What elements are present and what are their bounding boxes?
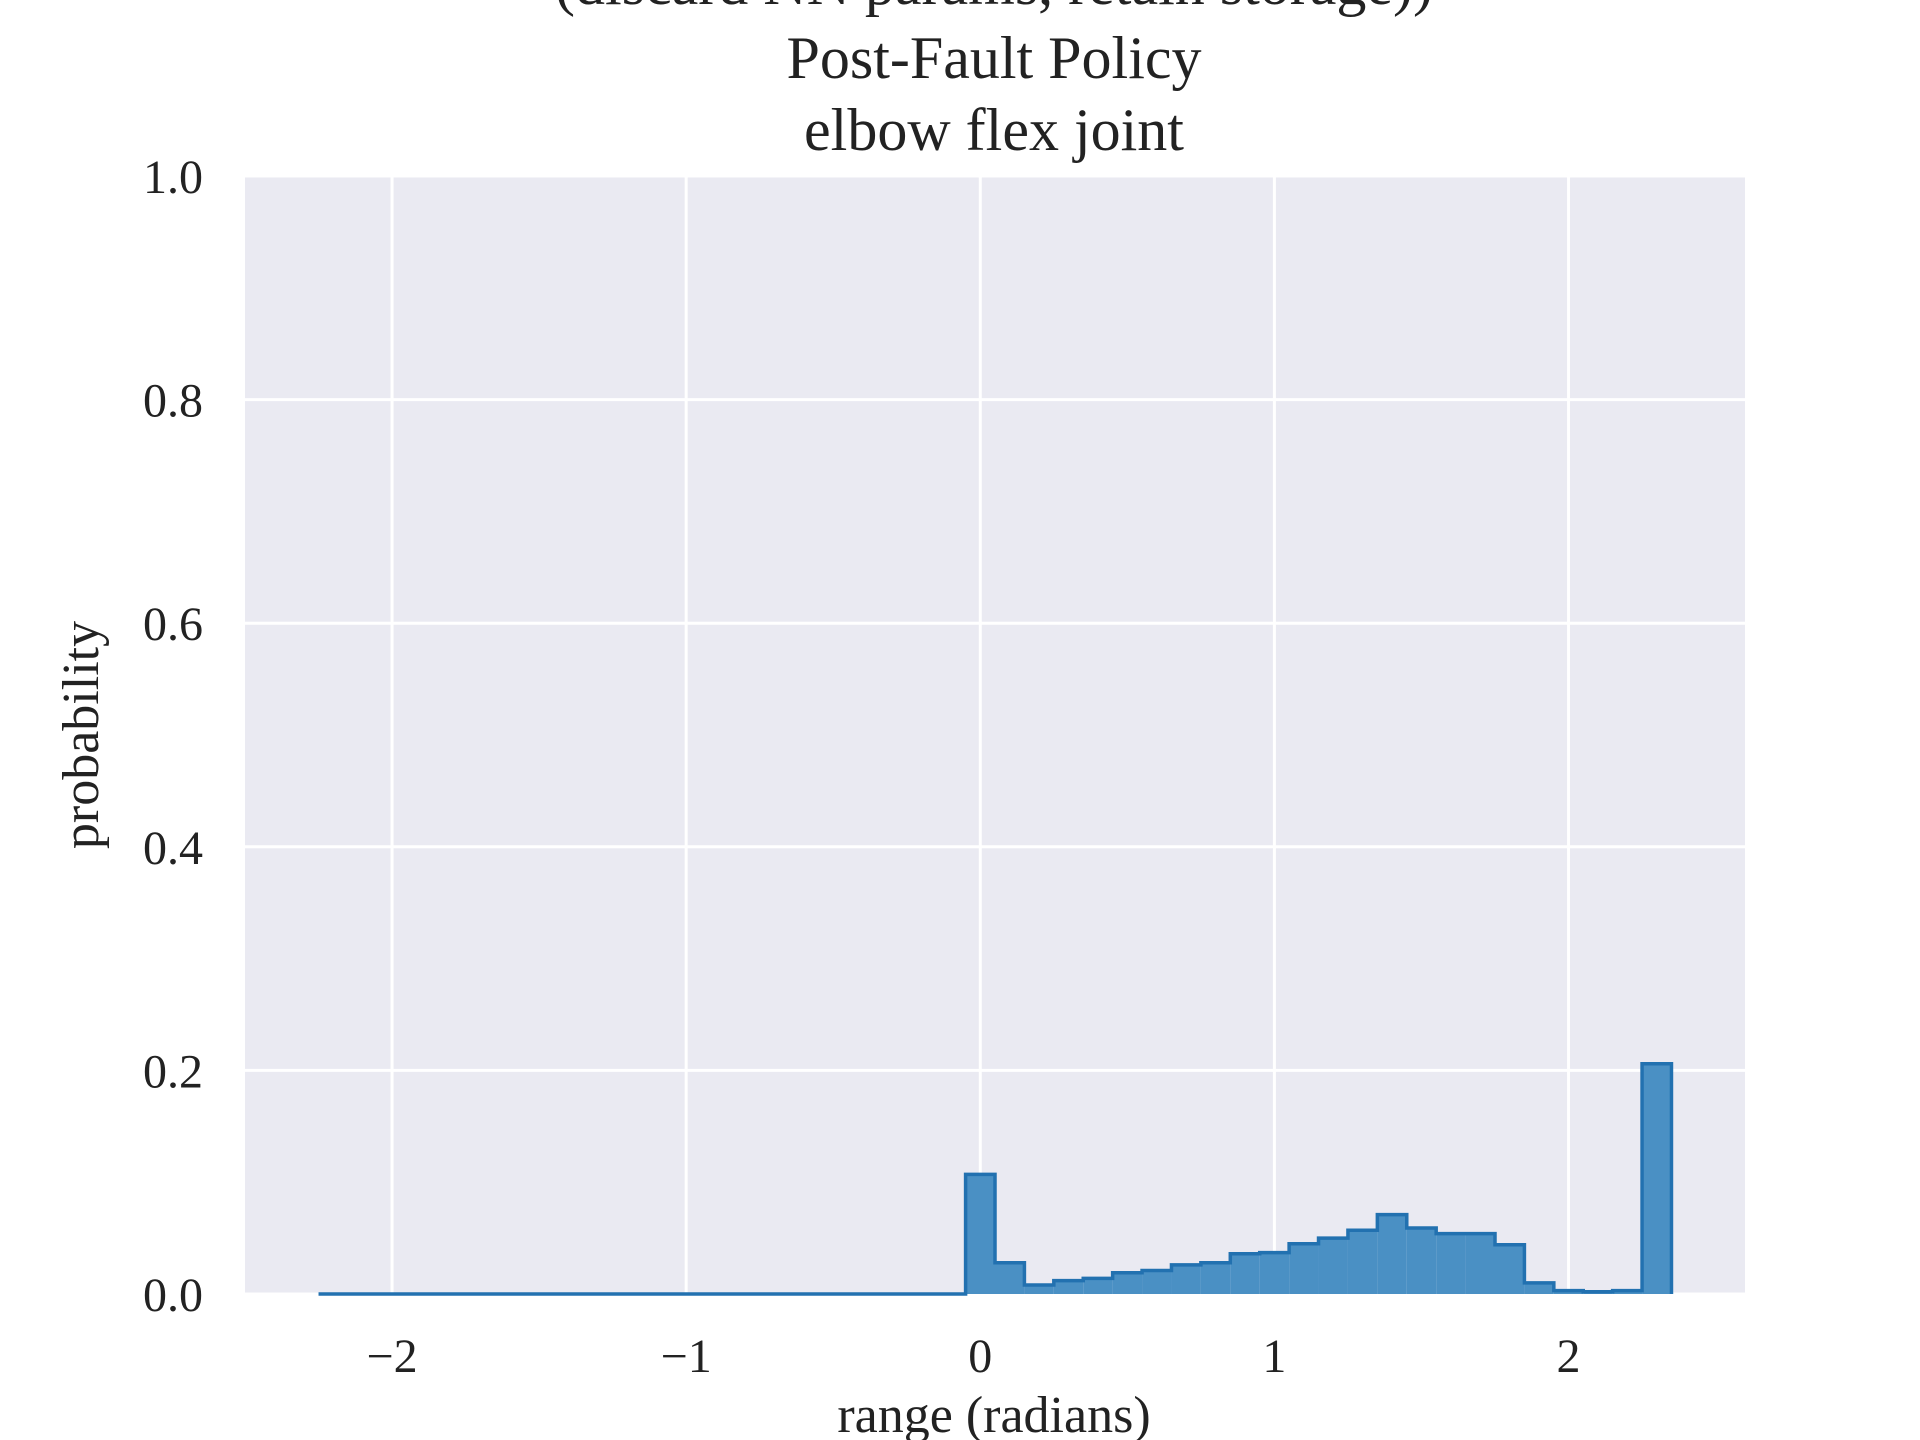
histogram-bar bbox=[1200, 1262, 1231, 1294]
y-tick-label: 0.4 bbox=[143, 822, 203, 875]
histogram-bar bbox=[1289, 1243, 1319, 1294]
x-tick-label: −1 bbox=[661, 1330, 712, 1383]
y-tick-label: 0.8 bbox=[143, 375, 203, 428]
histogram-bar bbox=[965, 1174, 995, 1294]
histogram-bar bbox=[1171, 1264, 1201, 1294]
chart-title-line-1: (discard NN params, retain storage)) bbox=[555, 0, 1433, 17]
histogram-bars bbox=[318, 1061, 1674, 1296]
histogram-outline bbox=[318, 1061, 1674, 1296]
y-tick-label: 0.6 bbox=[143, 598, 203, 651]
histogram-bar bbox=[1024, 1285, 1054, 1294]
histogram-bar bbox=[1230, 1253, 1260, 1294]
histogram-bar bbox=[1377, 1214, 1407, 1294]
histogram-bar bbox=[1436, 1233, 1466, 1294]
y-tick-label: 1.0 bbox=[143, 151, 203, 204]
histogram-bar bbox=[1347, 1230, 1378, 1294]
y-tick-label: 0.0 bbox=[143, 1269, 203, 1322]
x-tick-label: −2 bbox=[367, 1330, 418, 1383]
x-tick-labels: −2 −1 0 1 2 bbox=[367, 1330, 1581, 1383]
chart-title-line-2: Post-Fault Policy bbox=[786, 25, 1201, 91]
histogram-bar bbox=[1053, 1280, 1084, 1294]
chart-title-line-3: elbow flex joint bbox=[804, 97, 1184, 163]
y-tick-labels: 0.0 0.2 0.4 0.6 0.8 1.0 bbox=[143, 151, 203, 1322]
x-tick-label: 2 bbox=[1557, 1330, 1581, 1383]
plot-area bbox=[245, 176, 1745, 1294]
histogram-bar bbox=[1642, 1063, 1672, 1294]
histogram-bar bbox=[1465, 1233, 1495, 1294]
histogram-bar bbox=[1142, 1270, 1172, 1294]
histogram-bar bbox=[1259, 1252, 1290, 1294]
histogram-bar bbox=[1318, 1238, 1348, 1294]
histogram-bar bbox=[1083, 1278, 1113, 1294]
y-axis-label: probability bbox=[53, 621, 110, 849]
x-axis-label: range (radians) bbox=[837, 1387, 1150, 1440]
histogram-bar bbox=[1406, 1228, 1437, 1294]
histogram-bar bbox=[1524, 1282, 1554, 1294]
y-tick-label: 0.2 bbox=[143, 1045, 203, 1098]
x-tick-label: 1 bbox=[1262, 1330, 1286, 1383]
histogram-bar bbox=[995, 1262, 1025, 1294]
histogram-bar bbox=[1112, 1272, 1143, 1294]
x-tick-label: 0 bbox=[968, 1330, 992, 1383]
histogram-bar bbox=[1495, 1244, 1525, 1294]
